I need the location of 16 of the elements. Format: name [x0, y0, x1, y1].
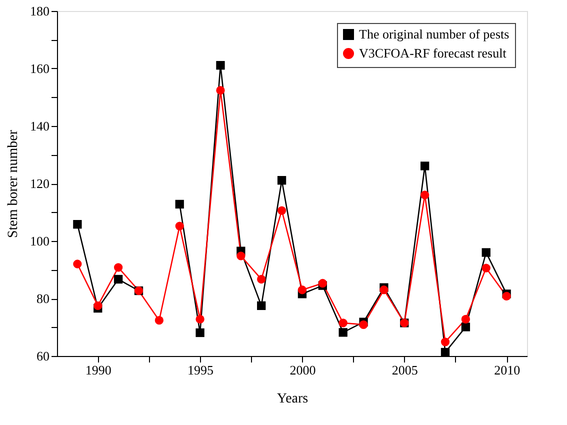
y-tick-label: 80 — [36, 291, 50, 306]
x-tick-label: 2010 — [494, 362, 520, 378]
x-tick-label: 1995 — [188, 362, 214, 378]
y-tick-label: 120 — [30, 176, 50, 191]
y-tick-label: 140 — [30, 118, 50, 134]
x-tick-label: 2005 — [392, 362, 418, 378]
legend-label: V3CFOA-RF forecast result — [359, 46, 507, 60]
y-tick-label: 60 — [36, 348, 50, 364]
x-axis-title: Years — [276, 392, 308, 406]
legend-label: The original number of pests — [359, 26, 510, 42]
y-axis-title: Stem borer number — [6, 130, 21, 238]
x-tick-label: 2000 — [290, 362, 316, 378]
y-tick-label: 100 — [30, 234, 50, 248]
y-tick-label: 160 — [30, 61, 50, 76]
y-tick-label: 180 — [30, 4, 50, 18]
x-tick-label: 1990 — [85, 362, 112, 378]
